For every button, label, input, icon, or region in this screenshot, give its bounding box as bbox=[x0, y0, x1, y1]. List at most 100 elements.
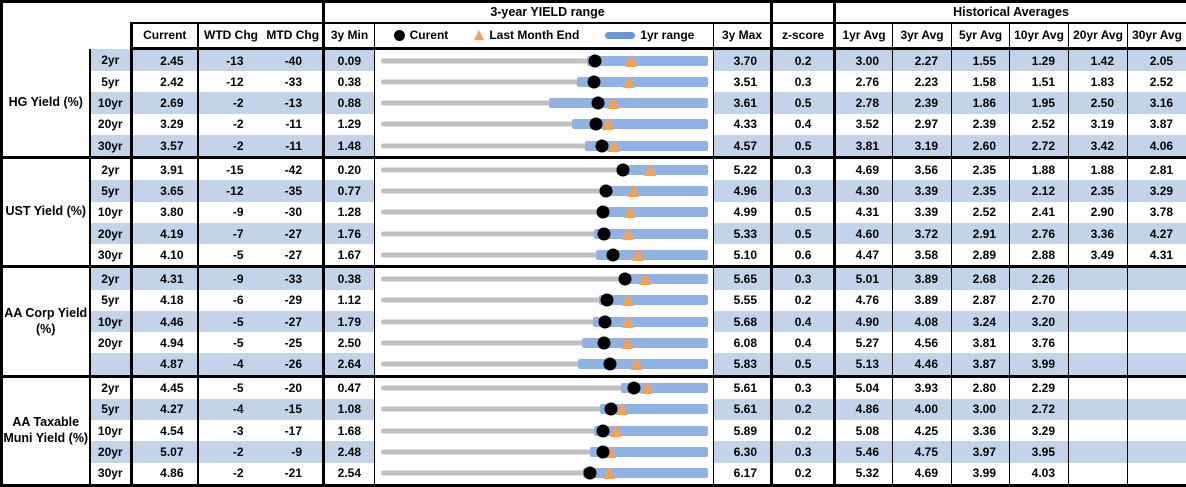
cell-10yr-avg: 2.12 bbox=[1009, 180, 1069, 202]
cell-wtd-chg: -6 bbox=[196, 289, 264, 311]
zscore-header-spacer bbox=[770, 0, 837, 24]
tenor-cell: 5yr bbox=[88, 180, 132, 202]
cell-30yr-avg bbox=[1127, 265, 1186, 290]
cell-3y-max: 5.10 bbox=[712, 244, 772, 267]
cell-20yr-avg: 2.50 bbox=[1068, 92, 1128, 114]
three-year-track-line bbox=[381, 231, 708, 237]
cell-10yr-avg: 2.76 bbox=[1009, 222, 1069, 245]
three-year-track-line bbox=[381, 209, 708, 215]
cell-3yr-avg: 2.27 bbox=[892, 48, 952, 72]
last-month-end-marker bbox=[607, 139, 620, 152]
cell-wtd-chg: -12 bbox=[196, 180, 264, 202]
cell-10yr-avg: 2.72 bbox=[1009, 398, 1069, 421]
tenor-cell: 5yr bbox=[88, 398, 132, 421]
cell-20yr-avg bbox=[1068, 398, 1128, 421]
cell-3yr-avg: 4.25 bbox=[892, 420, 952, 442]
cell-3y-min: 1.48 bbox=[322, 134, 375, 158]
cell-3y-min: 1.68 bbox=[322, 420, 375, 442]
last-month-end-marker bbox=[602, 467, 615, 480]
cell-mtd-chg: -27 bbox=[263, 310, 324, 333]
range-chart-plot bbox=[376, 332, 714, 353]
cell-5yr-avg: 2.89 bbox=[951, 244, 1010, 267]
cell-3y-max: 5.61 bbox=[712, 374, 772, 399]
last-month-end-marker bbox=[630, 357, 643, 370]
cell-z-score: 0.3 bbox=[770, 156, 835, 181]
range-chart bbox=[374, 353, 714, 377]
table-row: 10yr 3.80 -9 -30 1.28 4.99 0.5 4.31 3.39 2.52 2.41… bbox=[2, 201, 1186, 223]
range-chart bbox=[374, 48, 714, 72]
cell-30yr-avg bbox=[1127, 462, 1186, 486]
current-marker bbox=[599, 184, 613, 198]
col-header-current: Current bbox=[130, 22, 198, 50]
cell-20yr-avg: 3.36 bbox=[1068, 222, 1128, 245]
cell-30yr-avg: 3.29 bbox=[1127, 180, 1186, 202]
cell-z-score: 0.4 bbox=[770, 113, 835, 135]
current-marker bbox=[603, 357, 617, 371]
cell-3y-min: 1.76 bbox=[322, 222, 375, 245]
cell-z-score: 0.4 bbox=[770, 310, 835, 333]
cell-current: 2.45 bbox=[130, 48, 198, 72]
range-chart-plot bbox=[376, 93, 714, 114]
range-chart bbox=[374, 156, 714, 181]
cell-3yr-avg: 3.93 bbox=[892, 374, 952, 399]
cell-mtd-chg: -11 bbox=[285, 117, 302, 132]
last-month-end-marker bbox=[620, 336, 633, 349]
yield-range-group-header: 3-year YIELD range bbox=[321, 0, 774, 24]
section-label: AA Corp Yield (%) bbox=[1, 265, 90, 377]
cell-1yr-avg: 3.00 bbox=[833, 48, 893, 72]
cell-5yr-avg: 1.86 bbox=[951, 92, 1010, 114]
tenor-cell: 10yr bbox=[88, 420, 132, 442]
cell-3y-min: 2.50 bbox=[322, 332, 375, 354]
one-year-range-bar bbox=[599, 295, 708, 306]
table-row: 5yr 4.27 -4 -15 1.08 5.61 0.2 4.86 4.00 3.00 2.72 bbox=[2, 398, 1186, 421]
cell-1yr-avg: 3.81 bbox=[833, 134, 893, 158]
current-marker bbox=[583, 466, 597, 480]
cell-mtd-chg: -15 bbox=[263, 398, 324, 421]
current-marker bbox=[596, 205, 610, 219]
current-marker bbox=[597, 336, 611, 350]
tenor-cell: 10yr bbox=[88, 310, 132, 333]
cell-mtd-chg: -29 bbox=[284, 293, 302, 308]
range-chart bbox=[374, 332, 714, 354]
col-header-1yr-avg: 1yr Avg bbox=[833, 22, 893, 50]
cell-10yr-avg: 2.26 bbox=[1009, 265, 1069, 290]
cell-30yr-avg: 4.06 bbox=[1127, 134, 1186, 158]
cell-z-score: 0.5 bbox=[770, 201, 835, 223]
tenor-cell: 30yr bbox=[88, 462, 132, 486]
cell-current: 4.27 bbox=[130, 398, 198, 421]
table-row: 20yr 3.29 -2 -11 1.29 4.33 0.4 3.52 2.97 2.39 2.52… bbox=[2, 113, 1186, 135]
tenor-cell: 30yr bbox=[88, 134, 132, 158]
cell-3yr-avg: 3.89 bbox=[892, 289, 952, 311]
range-chart bbox=[374, 134, 714, 158]
one-year-range-bar bbox=[602, 186, 708, 197]
cell-3yr-avg: 3.19 bbox=[892, 134, 952, 158]
cell-mtd-chg: -27 bbox=[263, 222, 324, 245]
cell-30yr-avg: 4.27 bbox=[1127, 222, 1186, 245]
cell-1yr-avg: 5.13 bbox=[833, 353, 893, 377]
cell-10yr-avg: 2.41 bbox=[1009, 201, 1069, 223]
cell-1yr-avg: 4.60 bbox=[833, 222, 893, 245]
three-year-track-line bbox=[381, 406, 708, 412]
cell-mtd-chg: -30 bbox=[284, 205, 302, 220]
cell-20yr-avg bbox=[1068, 441, 1128, 463]
current-marker bbox=[597, 227, 611, 241]
cell-3y-max: 5.89 bbox=[712, 420, 772, 442]
cell-3y-min: 1.28 bbox=[322, 201, 375, 223]
cell-3y-max: 5.22 bbox=[712, 156, 772, 181]
cell-10yr-avg: 3.76 bbox=[1009, 332, 1069, 354]
cell-30yr-avg bbox=[1127, 310, 1186, 333]
three-year-track-line bbox=[381, 428, 708, 434]
range-chart-plot bbox=[376, 114, 714, 135]
cell-current: 4.19 bbox=[130, 222, 198, 245]
cell-3y-max: 4.96 bbox=[712, 180, 772, 202]
section-label: AA Taxable Muni Yield (%) bbox=[1, 374, 90, 486]
cell-3y-min: 1.79 bbox=[322, 310, 375, 333]
cell-5yr-avg: 1.55 bbox=[951, 48, 1010, 72]
cell-3y-max: 6.30 bbox=[712, 441, 772, 463]
cell-mtd-chg: -11 bbox=[263, 134, 324, 158]
last-month-end-marker bbox=[644, 163, 657, 176]
cell-current: 2.42 bbox=[130, 71, 198, 93]
historical-averages-header: Historical Averages bbox=[833, 0, 1186, 24]
three-year-track-line bbox=[381, 276, 708, 282]
range-chart bbox=[374, 113, 714, 135]
